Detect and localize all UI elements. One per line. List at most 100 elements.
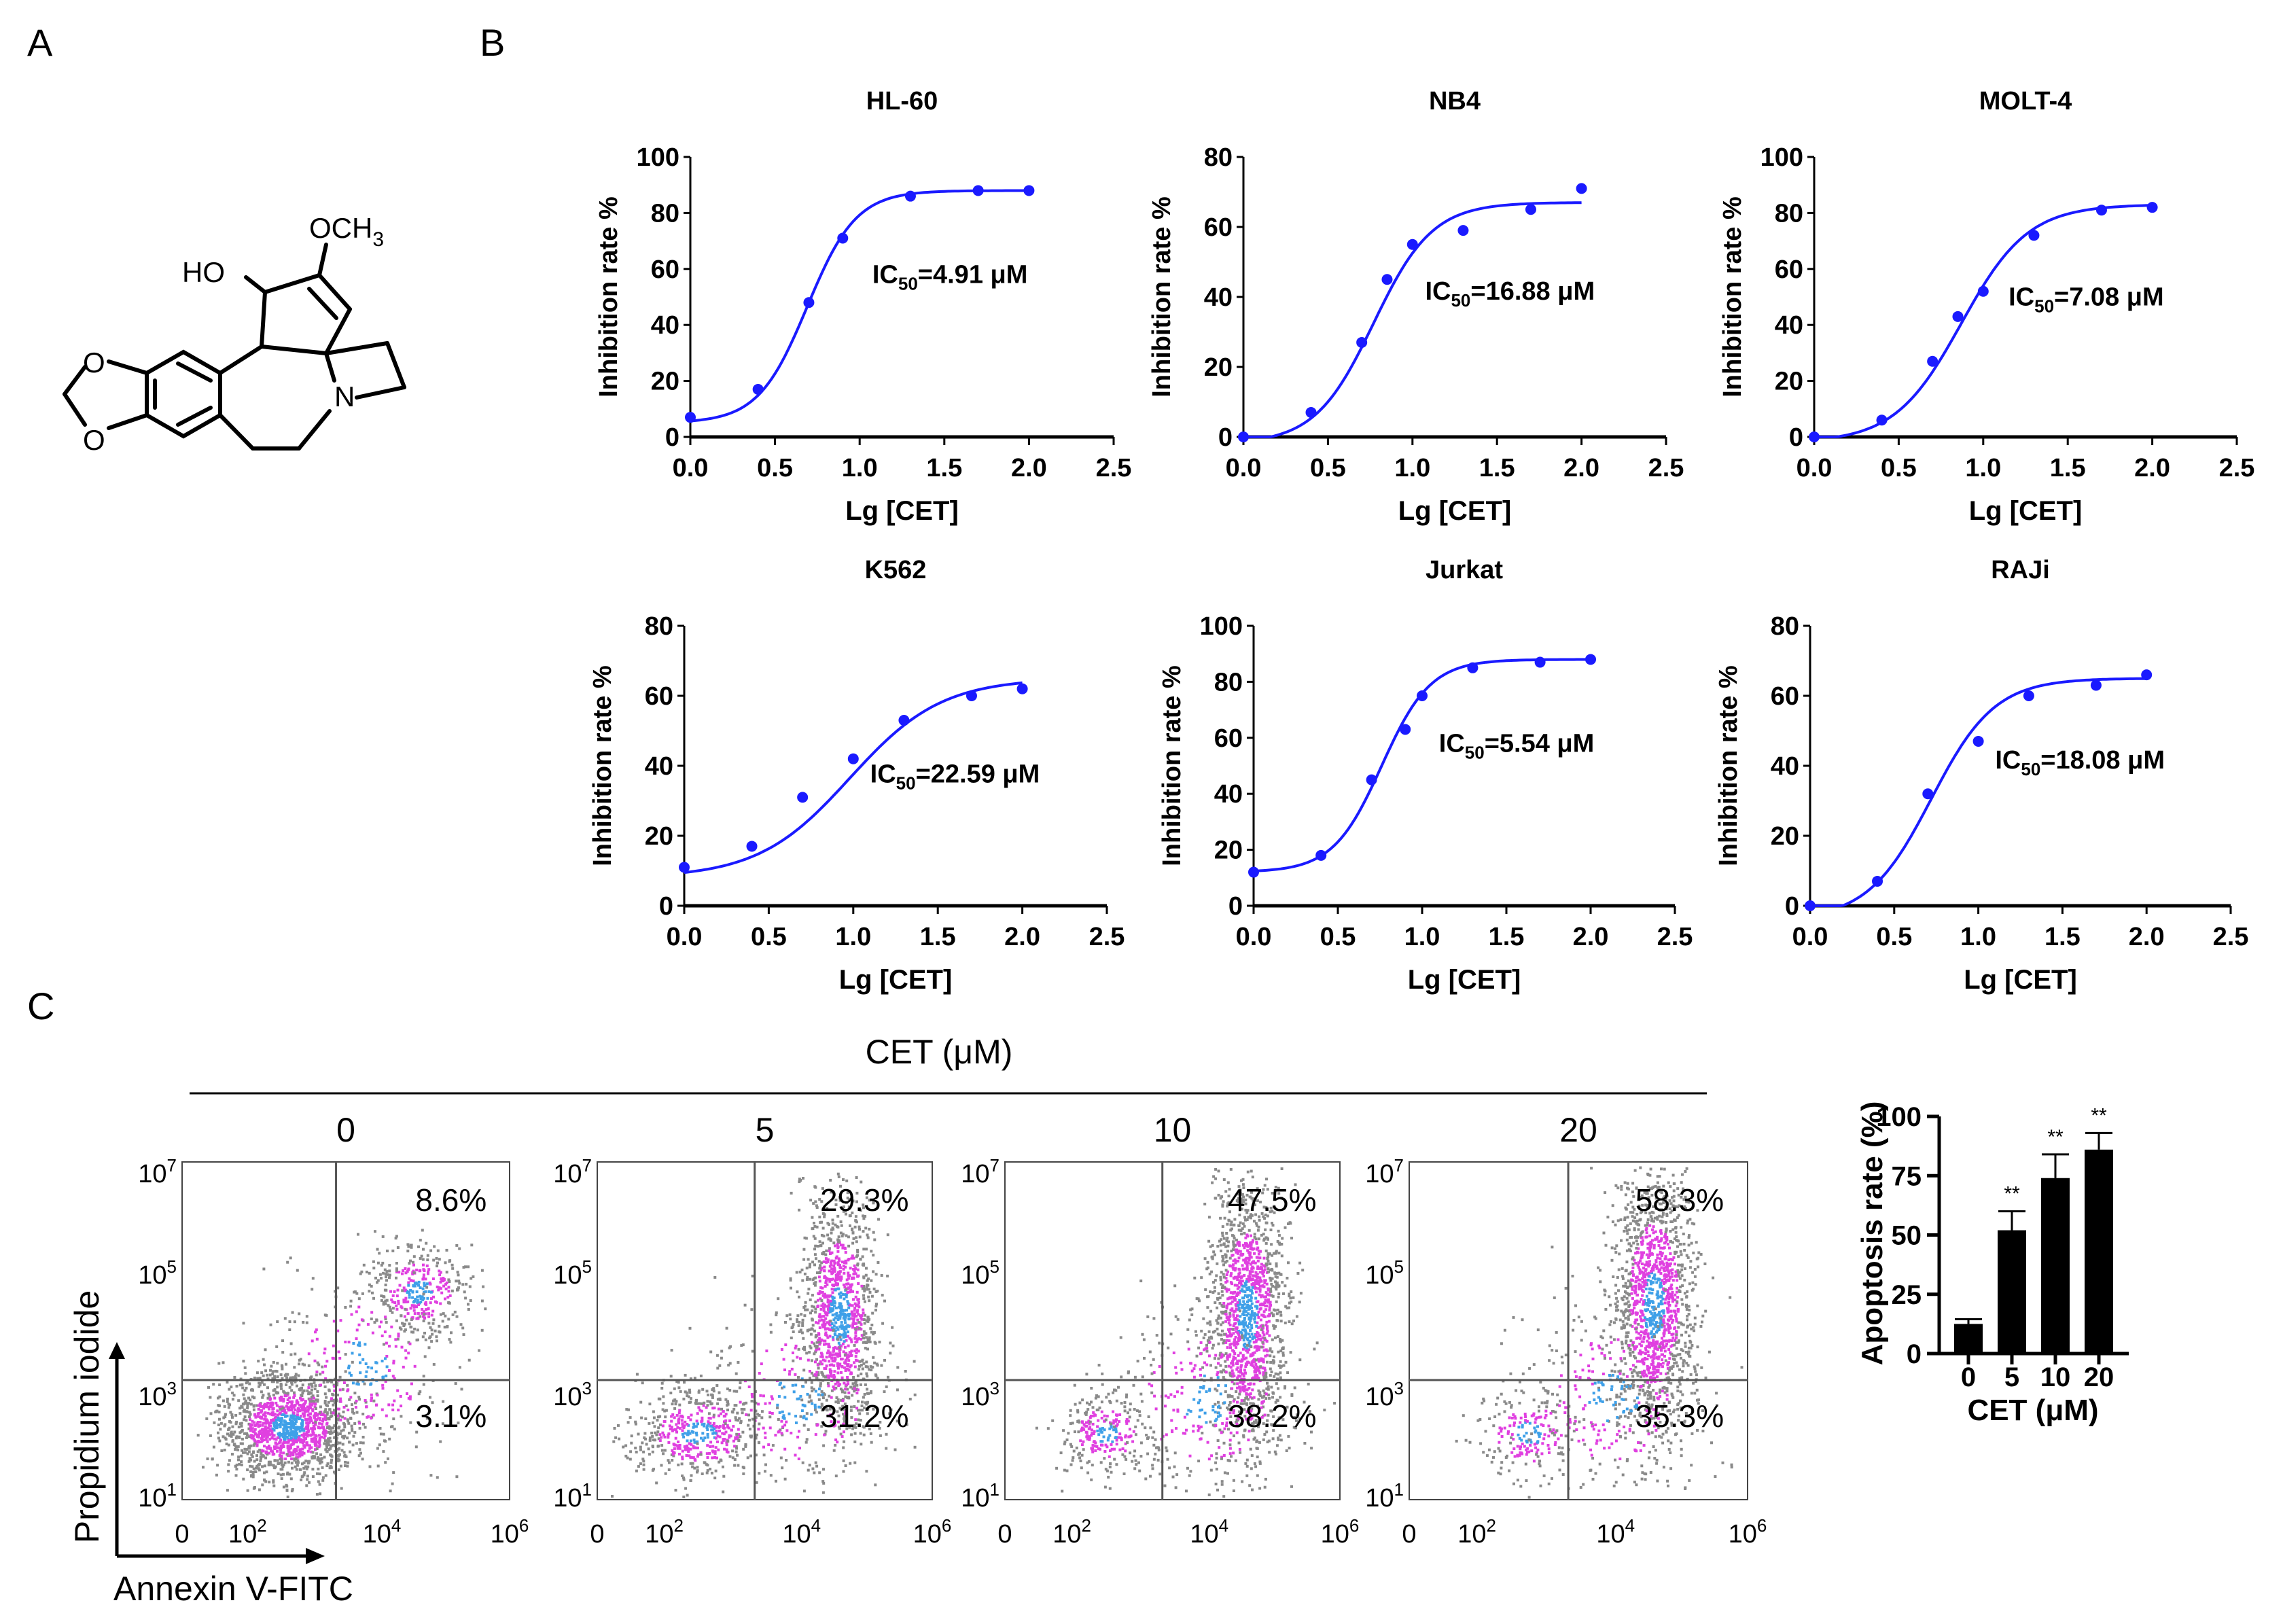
- event-dot: [246, 1407, 249, 1410]
- event-dot: [861, 1400, 864, 1404]
- event-dot: [251, 1424, 254, 1427]
- event-dot: [852, 1376, 855, 1379]
- event-dot: [831, 1360, 834, 1362]
- event-dot: [673, 1416, 676, 1419]
- event-dot: [711, 1396, 714, 1399]
- event-dot: [844, 1369, 847, 1372]
- event-dot: [1209, 1323, 1212, 1326]
- event-dot: [308, 1403, 312, 1406]
- event-dot: [405, 1318, 408, 1322]
- event-dot: [272, 1464, 275, 1467]
- event-dot: [821, 1290, 824, 1294]
- event-dot: [262, 1267, 266, 1271]
- event-dot: [318, 1422, 321, 1425]
- event-dot: [336, 1407, 339, 1411]
- event-dot: [282, 1432, 285, 1436]
- event-dot: [722, 1410, 725, 1413]
- event-dot: [851, 1199, 855, 1203]
- event-dot: [764, 1463, 767, 1466]
- event-dot: [681, 1422, 684, 1426]
- event-dot: [319, 1373, 322, 1376]
- y-axis-label: Inhibition rate %: [1158, 665, 1186, 866]
- event-dot: [840, 1224, 843, 1227]
- event-dot: [444, 1314, 447, 1318]
- event-dot: [1293, 1386, 1296, 1390]
- event-dot: [807, 1292, 810, 1295]
- event-dot: [865, 1248, 868, 1251]
- event-dot: [1055, 1466, 1059, 1470]
- event-dot: [756, 1433, 758, 1436]
- event-dot: [272, 1394, 275, 1397]
- event-dot: [358, 1353, 361, 1356]
- event-dot: [406, 1250, 410, 1253]
- event-dot: [743, 1303, 747, 1307]
- event-dot: [338, 1453, 341, 1456]
- event-dot: [326, 1440, 329, 1443]
- event-dot: [855, 1255, 858, 1258]
- event-dot: [1133, 1408, 1136, 1411]
- event-dot: [714, 1432, 718, 1435]
- event-dot: [838, 1196, 841, 1199]
- event-dot: [845, 1383, 849, 1387]
- event-dot: [294, 1448, 296, 1451]
- event-dot: [286, 1496, 289, 1498]
- event-dot: [323, 1436, 326, 1440]
- event-dot: [310, 1433, 313, 1436]
- event-dot: [840, 1324, 843, 1327]
- event-dot: [790, 1432, 793, 1434]
- event-dot: [754, 1401, 758, 1405]
- event-dot: [1257, 1366, 1260, 1369]
- event-dot: [1098, 1406, 1101, 1409]
- event-dot: [857, 1225, 861, 1229]
- event-dot: [737, 1361, 740, 1364]
- event-dot: [840, 1275, 843, 1279]
- event-dot: [1230, 1220, 1233, 1224]
- event-dot: [686, 1423, 689, 1426]
- event-dot: [302, 1428, 305, 1431]
- event-dot: [862, 1425, 865, 1428]
- event-dot: [323, 1401, 327, 1405]
- event-dot: [1091, 1464, 1094, 1467]
- event-dot: [852, 1320, 855, 1322]
- event-dot: [314, 1384, 317, 1388]
- event-dot: [850, 1433, 853, 1436]
- event-dot: [839, 1279, 843, 1282]
- event-dot: [278, 1453, 281, 1457]
- event-dot: [249, 1434, 253, 1437]
- event-dot: [273, 1375, 277, 1378]
- event-dot: [652, 1410, 655, 1413]
- event-dot: [344, 1455, 348, 1458]
- event-dot: [421, 1307, 424, 1311]
- event-dot: [802, 1177, 804, 1180]
- event-dot: [862, 1275, 866, 1279]
- event-dot: [295, 1461, 298, 1464]
- event-dot: [694, 1446, 698, 1449]
- event-dot: [316, 1361, 319, 1364]
- event-dot: [422, 1310, 425, 1313]
- event-dot: [417, 1280, 421, 1284]
- event-dot: [829, 1320, 832, 1323]
- event-dot: [283, 1409, 286, 1412]
- event-dot: [817, 1332, 820, 1335]
- event-dot: [245, 1433, 249, 1436]
- event-dot: [280, 1477, 283, 1481]
- event-dot: [1203, 1203, 1207, 1205]
- event-dot: [1258, 1276, 1262, 1279]
- event-dot: [832, 1353, 835, 1356]
- event-dot: [238, 1407, 241, 1410]
- event-dot: [376, 1248, 379, 1251]
- event-dot: [827, 1349, 830, 1352]
- event-dot: [238, 1422, 242, 1426]
- event-dot: [402, 1324, 406, 1327]
- event-dot: [384, 1284, 387, 1286]
- event-dot: [775, 1311, 778, 1314]
- event-dot: [1236, 1366, 1239, 1369]
- event-dot: [436, 1249, 440, 1252]
- event-dot: [811, 1328, 814, 1331]
- event-dot: [1108, 1400, 1112, 1403]
- event-dot: [749, 1434, 752, 1438]
- event-dot: [256, 1421, 260, 1424]
- event-dot: [850, 1317, 853, 1320]
- event-dot: [268, 1451, 271, 1455]
